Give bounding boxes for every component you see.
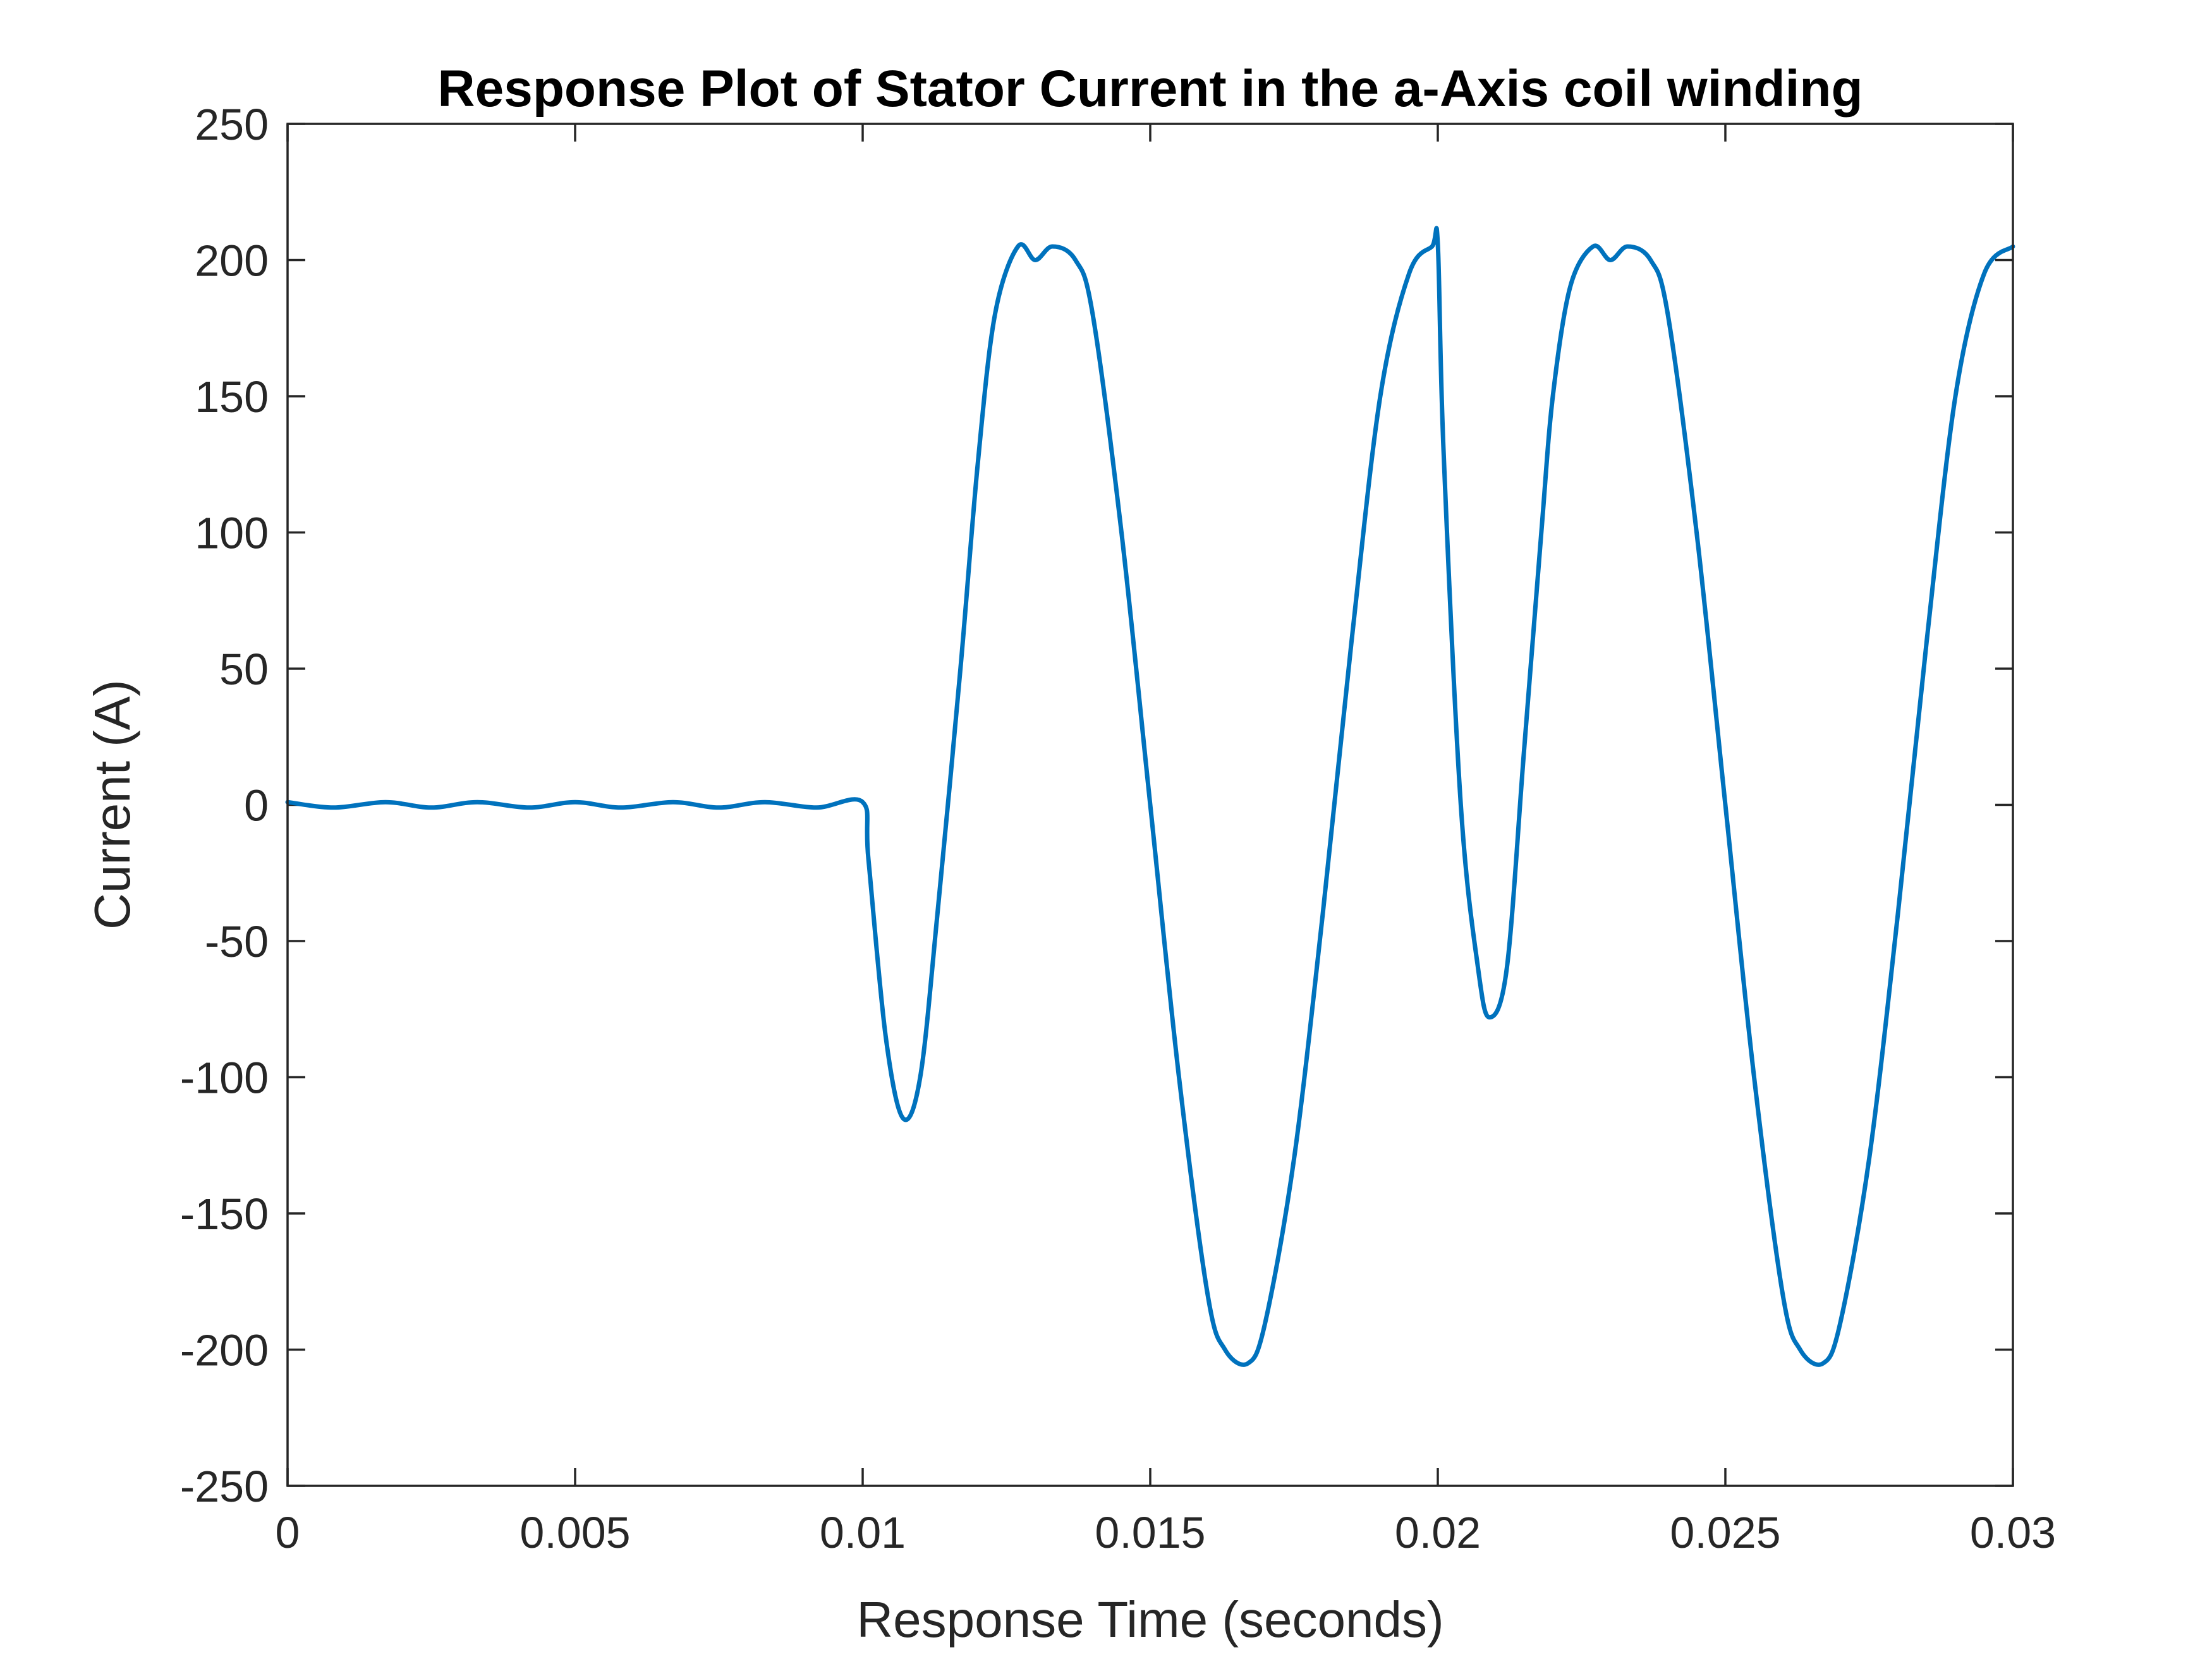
y-tick-label: 150 bbox=[195, 372, 269, 422]
x-tick-label: 0.02 bbox=[1395, 1508, 1481, 1557]
axes-box bbox=[286, 123, 2014, 1487]
y-tick-label: -50 bbox=[205, 917, 269, 966]
y-tick-label: -200 bbox=[180, 1326, 269, 1375]
y-axis-label: Current (A) bbox=[84, 679, 140, 930]
chart-title: Response Plot of Stator Current in the a… bbox=[437, 60, 1863, 118]
axis-ticks bbox=[286, 123, 2014, 1487]
series-line bbox=[285, 226, 2015, 1367]
x-tick-label: 0.005 bbox=[520, 1508, 630, 1557]
x-tick-label: 0.015 bbox=[1095, 1508, 1205, 1557]
y-tick-label: -250 bbox=[180, 1462, 269, 1511]
y-tick-label: 250 bbox=[195, 100, 269, 149]
y-tick-label: -150 bbox=[180, 1189, 269, 1239]
y-tick-label: 50 bbox=[219, 645, 269, 694]
y-tick-label: 0 bbox=[244, 781, 269, 830]
tick-labels: 0 0.005 0.01 0.015 0.02 0.025 0.03 250 200 150 100… bbox=[180, 100, 2056, 1557]
x-tick-label: 0.025 bbox=[1670, 1508, 1780, 1557]
y-tick-label: 100 bbox=[195, 509, 269, 558]
y-tick-label: 200 bbox=[195, 236, 269, 286]
x-tick-label: 0.03 bbox=[1970, 1508, 2056, 1557]
x-tick-label: 0.01 bbox=[820, 1508, 906, 1557]
y-tick-label: -100 bbox=[180, 1054, 269, 1103]
x-axis-label: Response Time (seconds) bbox=[856, 1591, 1443, 1648]
x-tick-label: 0 bbox=[276, 1508, 300, 1557]
series-group bbox=[285, 226, 2015, 1367]
